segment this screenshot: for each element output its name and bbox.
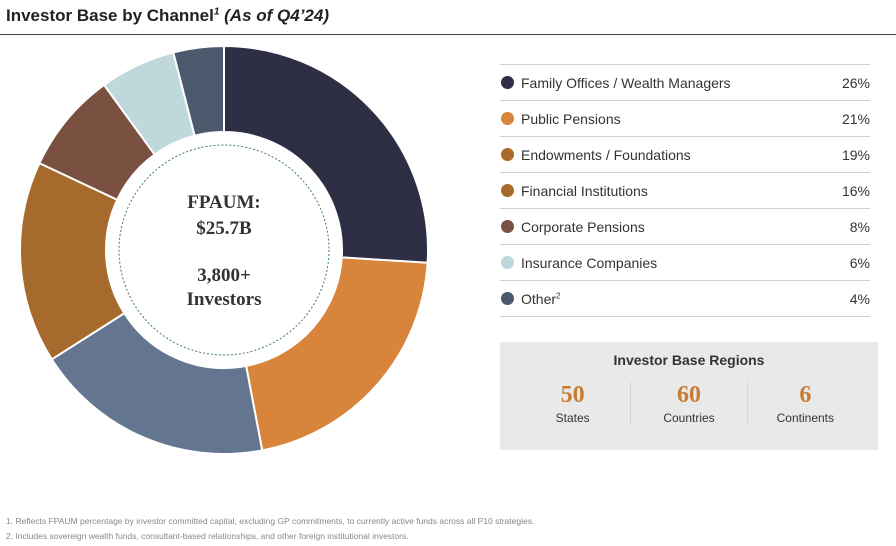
legend-item: Financial Institutions 16%: [500, 172, 870, 208]
footnotes: 1. Reflects FPAUM percentage by investor…: [6, 514, 534, 544]
donut-slice-other: [172, 44, 225, 137]
legend-value: 6%: [849, 254, 870, 271]
legend-item: Family Offices / Wealth Managers 26%: [500, 64, 870, 100]
legend-swatch: [501, 112, 514, 125]
center-ring: [118, 144, 330, 356]
region-stat: 6 Continents: [748, 382, 863, 425]
legend-value: 16%: [841, 182, 870, 199]
center-label-investors: Investors: [187, 289, 262, 310]
donut-slice-family-offices-wealth-managers: [223, 44, 429, 264]
investor-regions-panel: Investor Base Regions 50 States 60 Countrie…: [500, 342, 878, 450]
region-label: Countries: [663, 411, 715, 425]
donut-slice-endowments-foundations: [50, 311, 264, 455]
region-label: Continents: [776, 411, 834, 425]
center-label-fpaum: FPAUM:: [187, 192, 261, 213]
chart-subtitle: (As of Q4’24): [224, 6, 329, 25]
legend-item: Other2 4%: [500, 280, 870, 317]
region-number: 6: [799, 382, 812, 408]
legend-label: Financial Institutions: [521, 182, 648, 199]
center-value-fpaum: $25.7B: [196, 218, 252, 239]
donut-chart: FPAUM: $25.7B 3,800+ Investors: [19, 44, 429, 455]
chart-title: Investor Base by Channel1 (As of Q4’24): [6, 6, 329, 25]
legend-value: 19%: [841, 146, 870, 163]
legend-item: Corporate Pensions 8%: [500, 208, 870, 244]
footnote-2: 2. Includes sovereign wealth funds, cons…: [6, 531, 409, 541]
donut-slice-public-pensions: [244, 256, 429, 452]
footnote-1: 1. Reflects FPAUM percentage by investor…: [6, 516, 535, 526]
legend-swatch: [501, 184, 514, 197]
legend-swatch: [501, 148, 514, 161]
legend-label: Endowments / Foundations: [521, 146, 691, 163]
legend-item: Public Pensions 21%: [500, 100, 870, 136]
legend-label: Corporate Pensions: [521, 218, 645, 235]
region-stat: 50 States: [515, 382, 632, 425]
legend-swatch: [501, 292, 514, 305]
legend-label: Insurance Companies: [521, 254, 658, 271]
region-number: 50: [560, 382, 585, 408]
legend-swatch: [501, 256, 514, 269]
legend: Family Offices / Wealth Managers 26% Publi…: [500, 64, 870, 317]
legend-label: Other2: [521, 290, 561, 307]
legend-swatch: [501, 76, 514, 89]
regions-title: Investor Base Regions: [613, 352, 765, 368]
title-divider: [0, 34, 896, 35]
region-stat: 60 Countries: [631, 382, 748, 425]
legend-item: Endowments / Foundations 19%: [500, 136, 870, 172]
legend-swatch: [501, 220, 514, 233]
center-value-investors: 3,800+: [197, 265, 251, 286]
legend-label: Public Pensions: [521, 110, 621, 127]
region-label: States: [555, 411, 590, 425]
legend-label: Family Offices / Wealth Managers: [521, 74, 731, 91]
legend-value: 26%: [841, 74, 870, 91]
legend-item: Insurance Companies 6%: [500, 244, 870, 280]
legend-value: 4%: [849, 290, 870, 307]
region-number: 60: [676, 382, 701, 408]
legend-value: 21%: [841, 110, 870, 127]
legend-value: 8%: [849, 218, 870, 235]
